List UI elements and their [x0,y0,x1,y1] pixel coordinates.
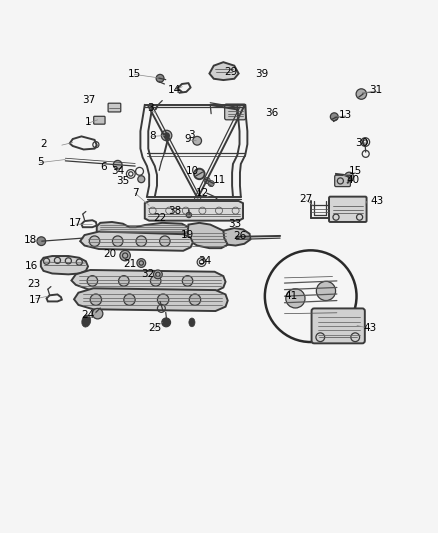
Circle shape [37,237,46,246]
Text: 10: 10 [186,166,199,176]
Text: 26: 26 [233,231,247,241]
Circle shape [113,160,122,169]
FancyBboxPatch shape [329,197,367,222]
Text: 24: 24 [81,310,95,320]
Text: 38: 38 [168,206,181,216]
Text: 33: 33 [228,219,241,229]
Polygon shape [80,231,193,251]
Circle shape [89,236,100,246]
Circle shape [193,136,201,145]
Text: 31: 31 [369,85,382,95]
Polygon shape [97,222,188,236]
Polygon shape [41,256,88,274]
Text: 21: 21 [123,260,136,269]
Circle shape [208,181,214,187]
Polygon shape [74,288,228,311]
Circle shape [204,177,210,183]
Text: 43: 43 [371,197,384,206]
Ellipse shape [189,318,195,327]
Text: 15: 15 [349,166,362,176]
Circle shape [156,75,164,82]
Circle shape [90,294,102,305]
FancyBboxPatch shape [108,103,121,112]
Circle shape [120,251,131,261]
Circle shape [345,172,353,181]
Text: 16: 16 [25,261,38,271]
Circle shape [182,276,193,286]
Polygon shape [223,228,251,246]
Text: 35: 35 [117,176,130,187]
Circle shape [162,318,170,327]
Text: 8: 8 [149,131,156,141]
Circle shape [286,289,305,308]
Text: 15: 15 [127,69,141,78]
Text: 43: 43 [363,322,376,333]
Text: 34: 34 [111,166,124,176]
Text: 5: 5 [38,157,44,167]
Circle shape [150,276,161,286]
Text: 19: 19 [181,230,194,240]
Text: 34: 34 [198,256,212,266]
Circle shape [330,113,338,120]
Text: 32: 32 [141,269,155,279]
Text: 13: 13 [339,110,352,119]
Circle shape [119,276,129,286]
Text: 25: 25 [148,322,161,333]
Ellipse shape [82,315,91,327]
Text: 3: 3 [188,130,194,140]
FancyBboxPatch shape [225,104,246,120]
Text: 17: 17 [69,218,82,228]
Circle shape [124,294,135,305]
Circle shape [136,236,147,246]
Circle shape [159,236,170,246]
Circle shape [164,133,169,138]
Circle shape [189,294,201,305]
Circle shape [265,251,357,342]
Circle shape [87,276,98,286]
Polygon shape [145,201,243,221]
Text: 7: 7 [132,188,138,198]
Circle shape [316,281,336,301]
Text: 3: 3 [147,103,153,114]
Circle shape [157,294,169,305]
Text: 39: 39 [255,69,268,78]
Circle shape [113,236,123,246]
Text: 11: 11 [212,175,226,185]
Circle shape [137,259,146,268]
Circle shape [92,309,103,319]
Text: 23: 23 [27,279,40,289]
Circle shape [161,130,172,141]
Text: 1: 1 [85,117,92,127]
Circle shape [138,176,145,183]
Text: 6: 6 [100,163,106,172]
Text: 18: 18 [24,235,37,245]
Text: 27: 27 [300,194,313,204]
Text: 12: 12 [196,188,209,198]
Text: 29: 29 [225,67,238,77]
Text: 2: 2 [40,139,47,149]
Text: 22: 22 [153,213,167,223]
Text: 17: 17 [29,295,42,305]
Text: 30: 30 [355,139,368,148]
Polygon shape [187,223,229,248]
FancyBboxPatch shape [335,175,350,187]
Text: 20: 20 [103,249,117,259]
Circle shape [186,212,191,217]
Polygon shape [209,62,239,80]
Text: 37: 37 [82,95,95,104]
Text: 41: 41 [285,291,298,301]
Circle shape [356,89,367,99]
Circle shape [153,270,162,279]
Circle shape [194,169,205,179]
Polygon shape [71,270,226,292]
Text: 36: 36 [265,108,279,118]
Text: 40: 40 [347,175,360,185]
FancyBboxPatch shape [311,309,365,343]
Text: 14: 14 [168,85,181,95]
Text: 9: 9 [184,134,191,144]
FancyBboxPatch shape [94,116,105,124]
